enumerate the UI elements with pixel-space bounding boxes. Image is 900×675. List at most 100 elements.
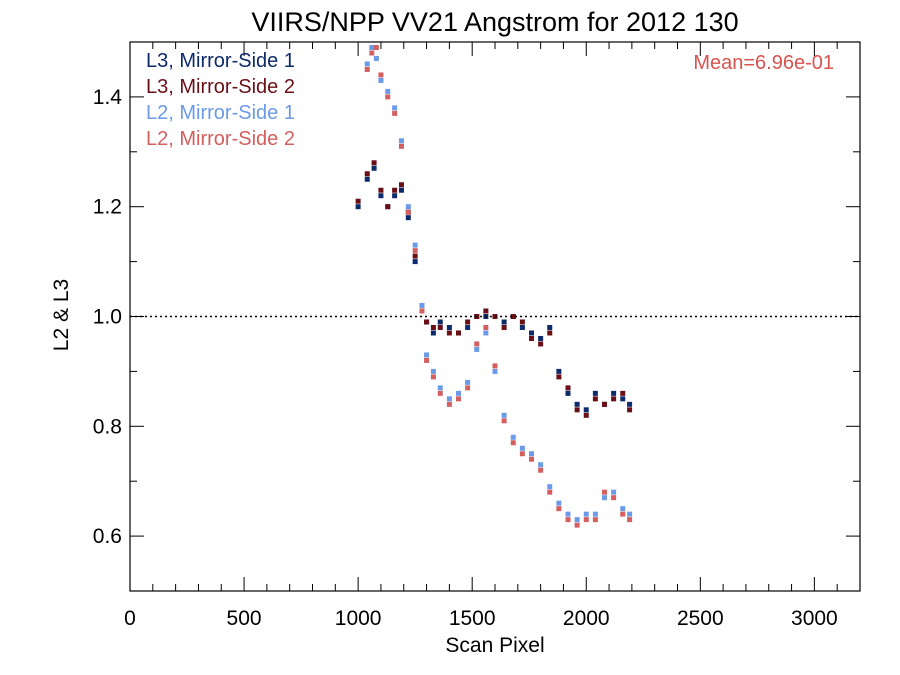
data-point [392, 110, 398, 116]
data-point [378, 77, 384, 83]
data-point [529, 330, 534, 336]
data-point [529, 335, 534, 341]
data-point [364, 61, 370, 67]
data-point [529, 451, 534, 457]
data-point [565, 390, 571, 396]
data-point [430, 368, 436, 374]
data-point [574, 407, 580, 413]
data-point [378, 193, 384, 199]
data-point [565, 385, 571, 391]
chart-title: VIIRS/NPP VV21 Angstrom for 2012 130 [251, 7, 738, 37]
data-point [538, 462, 544, 468]
data-point [456, 330, 461, 336]
data-point [430, 324, 436, 330]
data-point [392, 193, 398, 199]
data-point [369, 50, 375, 56]
data-point [364, 171, 370, 177]
data-point [373, 44, 379, 50]
data-point [483, 324, 489, 330]
data-point [602, 489, 607, 495]
data-point [369, 44, 375, 50]
data-point [627, 401, 633, 407]
data-point [412, 242, 418, 248]
data-point [392, 187, 398, 193]
data-point [547, 489, 553, 495]
data-point [424, 319, 430, 325]
data-point [364, 176, 370, 182]
data-point [556, 368, 562, 374]
data-point [583, 407, 589, 413]
data-point [398, 143, 404, 149]
legend-entry: L3, Mirror-Side 2 [146, 76, 295, 98]
data-point [446, 401, 452, 407]
data-point [412, 253, 418, 259]
data-point [492, 368, 498, 374]
data-point [405, 215, 411, 221]
data-point [355, 204, 361, 210]
data-point [620, 390, 626, 396]
y-tick-label: 0.8 [93, 415, 122, 438]
data-point [392, 105, 398, 111]
data-point [602, 495, 607, 501]
series-3 [364, 44, 633, 523]
data-point [437, 385, 443, 391]
data-marks [355, 44, 633, 528]
data-point [620, 511, 626, 517]
data-point [364, 66, 370, 72]
data-point [574, 401, 580, 407]
legend-entry: L3, Mirror-Side 1 [146, 50, 295, 72]
data-point [538, 335, 544, 341]
data-point [465, 319, 471, 325]
data-point [437, 324, 443, 330]
data-point [510, 434, 516, 440]
mean-annotation: Mean=6.96e-01 [693, 52, 834, 74]
data-point [456, 396, 461, 402]
data-point [492, 363, 498, 369]
data-point [547, 324, 553, 330]
data-point [565, 511, 571, 517]
data-point [519, 319, 525, 325]
x-tick-label: 1500 [449, 607, 496, 630]
data-point [373, 55, 379, 61]
legend-entry: L2, Mirror-Side 1 [146, 102, 295, 124]
data-point [398, 138, 404, 144]
data-point [611, 489, 617, 495]
data-point [385, 88, 391, 94]
x-tick-label: 1000 [335, 607, 382, 630]
data-point [627, 517, 633, 523]
x-axis-label: Scan Pixel [445, 634, 544, 657]
data-point [446, 396, 452, 402]
data-point [398, 187, 404, 193]
data-point [556, 500, 562, 506]
data-point [371, 165, 377, 171]
data-point [574, 522, 580, 528]
data-point [592, 396, 598, 402]
y-tick-label: 1.0 [93, 306, 122, 329]
data-point [556, 506, 562, 512]
data-point [501, 418, 507, 424]
x-tick-label: 500 [227, 607, 262, 630]
data-point [405, 209, 411, 215]
data-point [483, 308, 489, 314]
data-point [355, 198, 361, 204]
data-point [519, 324, 525, 330]
x-tick-label: 2500 [677, 607, 724, 630]
data-point [510, 314, 516, 319]
legend-entry: L2, Mirror-Side 2 [146, 128, 295, 150]
plot-frame [129, 41, 861, 592]
series-4 [364, 44, 633, 528]
y-tick-label: 0.6 [93, 525, 122, 548]
x-tick-label: 3000 [791, 607, 838, 630]
data-point [412, 259, 418, 265]
series-1 [355, 165, 633, 413]
data-point [424, 357, 430, 363]
data-point [529, 456, 534, 462]
data-point [611, 396, 617, 402]
data-point [419, 308, 425, 314]
y-tick-label: 1.2 [93, 196, 122, 219]
data-point [583, 412, 589, 418]
data-point [398, 182, 404, 188]
data-point [583, 511, 589, 517]
data-point [538, 467, 544, 473]
